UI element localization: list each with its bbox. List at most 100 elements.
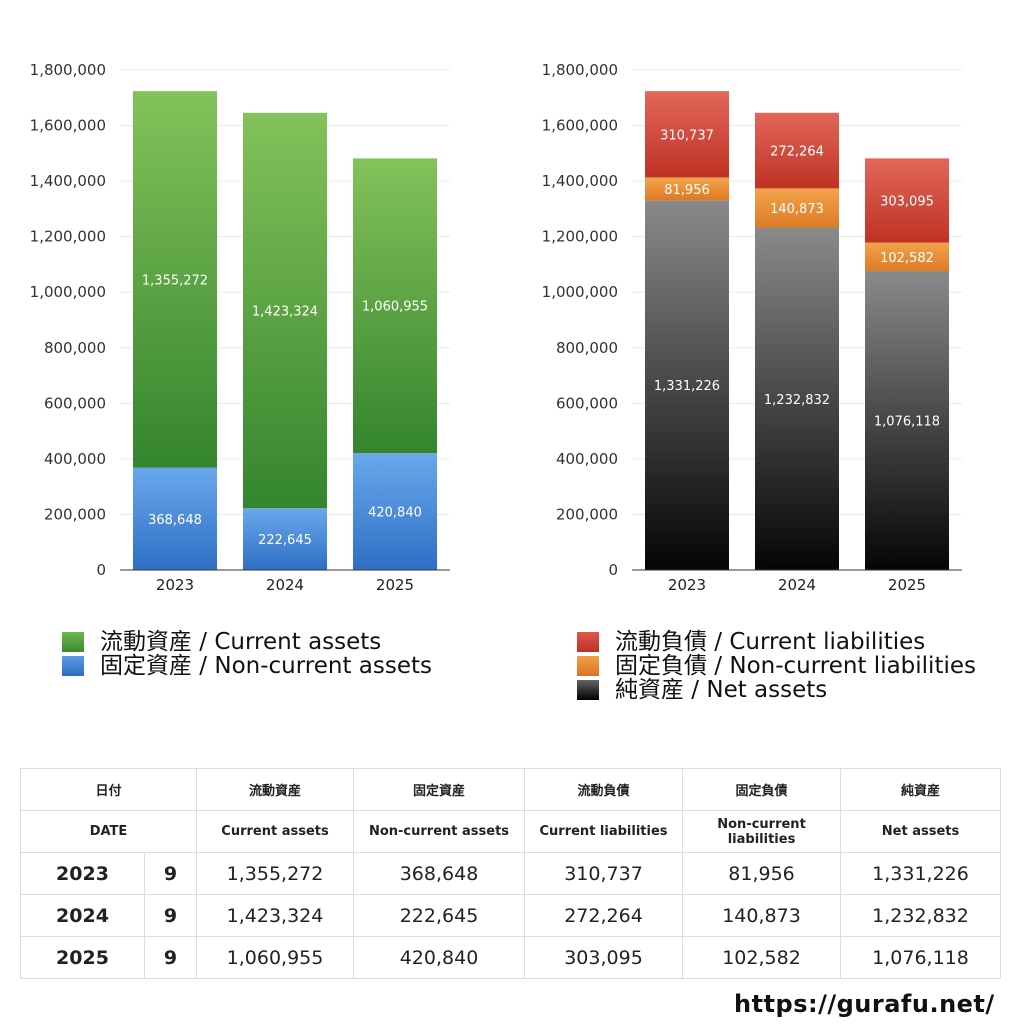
legend-label: 純資産 / Net assets	[615, 677, 828, 703]
data-label: 1,331,226	[654, 379, 720, 394]
y-tick-label: 1,000,000	[542, 283, 618, 301]
header-current-liabilities-en: Current liabilities	[524, 810, 684, 853]
assets-legend: 流動資産 / Current assets 固定資産 / Non-current…	[62, 630, 432, 678]
bar-segment	[243, 112, 327, 509]
liabilities-legend: 流動負債 / Current liabilities 固定負債 / Non-cu…	[577, 630, 976, 702]
y-tick-label: 1,400,000	[542, 172, 618, 190]
row-month: 9	[143, 936, 198, 979]
data-label: 272,264	[770, 145, 824, 160]
bar-segment	[133, 91, 217, 468]
y-tick-label: 800,000	[556, 339, 618, 357]
x-tick-label: 2024	[778, 576, 816, 594]
header-non-current-assets-jp: 固定資産	[353, 768, 526, 811]
legend-label: 固定負債 / Non-current liabilities	[615, 653, 976, 679]
data-label: 102,582	[880, 251, 934, 266]
legend-label: 流動負債 / Current liabilities	[615, 629, 926, 655]
y-tick-label: 1,800,000	[30, 61, 106, 79]
y-tick-label: 1,200,000	[30, 228, 106, 246]
y-tick-label: 600,000	[556, 394, 618, 412]
assets-chart: 0 200,000 400,000 600,000 800,000 1,000,000 1,…	[30, 61, 450, 594]
table-row: 2023 9 1,355,272 368,648 310,737 81,956 …	[20, 852, 1002, 895]
data-label: 1,423,324	[252, 304, 318, 319]
legend-label: 固定資産 / Non-current assets	[100, 653, 433, 679]
row-year: 2025	[20, 936, 145, 979]
bar-segment	[755, 227, 839, 570]
cell-current-liabilities: 310,737	[524, 852, 684, 895]
bar-segment	[645, 200, 729, 570]
data-label: 1,060,955	[362, 300, 428, 315]
cell-current-assets: 1,355,272	[196, 852, 355, 895]
row-month: 9	[143, 894, 198, 937]
header-date-jp: 日付	[19, 768, 198, 811]
y-tick-label: 600,000	[44, 394, 106, 412]
header-current-assets-jp: 流動資産	[196, 768, 355, 811]
legend-item-current-assets: 流動資産 / Current assets	[62, 630, 432, 654]
cell-net-assets: 1,331,226	[840, 852, 1002, 895]
legend-swatch-non-current-liabilities	[577, 656, 599, 676]
data-label: 1,232,832	[764, 393, 830, 408]
legend-swatch-current-assets	[62, 632, 84, 652]
header-net-assets-en: Net assets	[840, 810, 1002, 853]
legend-item-non-current-liabilities: 固定負債 / Non-current liabilities	[577, 654, 976, 678]
header-non-current-liabilities-en: Non-current liabilities	[682, 810, 842, 853]
cell-non-current-assets: 222,645	[353, 894, 526, 937]
header-non-current-liabilities-jp: 固定負債	[682, 768, 842, 811]
data-label: 1,076,118	[874, 415, 940, 430]
data-label: 222,645	[258, 533, 312, 548]
y-tick-label: 1,400,000	[30, 172, 106, 190]
cell-current-assets: 1,060,955	[196, 936, 355, 979]
x-tick-label: 2025	[888, 576, 926, 594]
bar-segment	[243, 508, 327, 570]
table-row: 2024 9 1,423,324 222,645 272,264 140,873…	[20, 894, 1002, 937]
site-url-link[interactable]: https://gurafu.net/	[734, 990, 995, 1018]
legend-swatch-current-liabilities	[577, 632, 599, 652]
y-tick-label: 1,800,000	[542, 61, 618, 79]
data-label: 368,648	[148, 513, 202, 528]
summary-table: 日付 流動資産 固定資産 流動負債 固定負債 純資産 DATE Current …	[19, 768, 1002, 979]
cell-current-liabilities: 272,264	[524, 894, 684, 937]
y-tick-label: 400,000	[556, 450, 618, 468]
x-tick-label: 2023	[156, 576, 194, 594]
legend-item-net-assets: 純資産 / Net assets	[577, 678, 976, 702]
y-tick-label: 1,600,000	[542, 117, 618, 135]
legend-item-current-liabilities: 流動負債 / Current liabilities	[577, 630, 976, 654]
bar-segment	[645, 177, 729, 201]
legend-item-non-current-assets: 固定資産 / Non-current assets	[62, 654, 432, 678]
data-label: 420,840	[368, 506, 422, 521]
liabilities-net-assets-chart: 0 200,000 400,000 600,000 800,000 1,000,000 1,…	[542, 61, 962, 594]
y-tick-label: 800,000	[44, 339, 106, 357]
data-label: 140,873	[770, 202, 824, 217]
table-header-row-jp: 日付 流動資産 固定資産 流動負債 固定負債 純資産	[19, 768, 1002, 811]
cell-non-current-liabilities: 140,873	[682, 894, 842, 937]
cell-current-assets: 1,423,324	[196, 894, 355, 937]
cell-net-assets: 1,232,832	[840, 894, 1002, 937]
table-row: 2025 9 1,060,955 420,840 303,095 102,582…	[20, 936, 1002, 979]
data-label: 81,956	[664, 183, 710, 198]
data-label: 310,737	[660, 128, 714, 143]
legend-swatch-net-assets	[577, 680, 599, 700]
y-tick-label: 1,000,000	[30, 283, 106, 301]
data-label: 303,095	[880, 194, 934, 209]
header-net-assets-jp: 純資産	[840, 768, 1002, 811]
header-current-assets-en: Current assets	[196, 810, 355, 853]
table-header-row-en: DATE Current assets Non-current assets C…	[19, 810, 1002, 853]
bar-segment	[353, 158, 437, 454]
y-tick-label: 200,000	[44, 505, 106, 523]
cell-non-current-assets: 420,840	[353, 936, 526, 979]
bar-segment	[353, 453, 437, 570]
header-non-current-assets-en: Non-current assets	[353, 810, 526, 853]
data-label: 1,355,272	[142, 273, 208, 288]
legend-label: 流動資産 / Current assets	[100, 629, 382, 655]
cell-net-assets: 1,076,118	[840, 936, 1002, 979]
y-tick-label: 1,200,000	[542, 228, 618, 246]
y-tick-label: 200,000	[556, 505, 618, 523]
bar-segment	[865, 271, 949, 570]
legend-swatch-non-current-assets	[62, 656, 84, 676]
y-tick-label: 400,000	[44, 450, 106, 468]
bar-segment	[865, 242, 949, 272]
cell-non-current-liabilities: 81,956	[682, 852, 842, 895]
y-tick-label: 0	[96, 561, 106, 579]
x-tick-label: 2025	[376, 576, 414, 594]
bar-segment	[755, 112, 839, 189]
row-year: 2024	[20, 894, 145, 937]
